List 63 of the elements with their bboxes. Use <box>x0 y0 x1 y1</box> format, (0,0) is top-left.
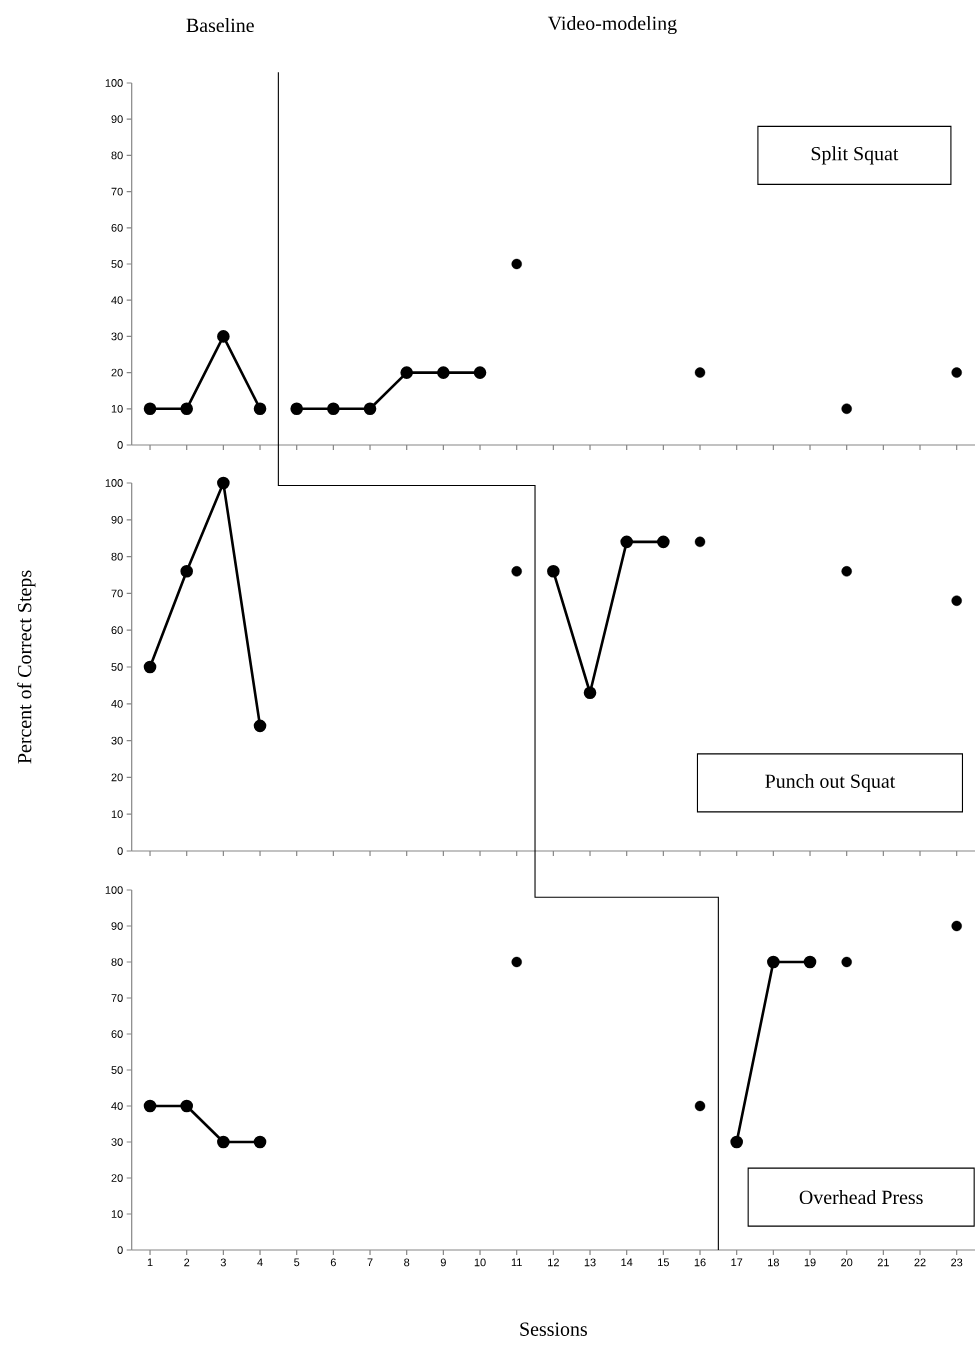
x-tick-label: 15 <box>658 1258 669 1267</box>
y-tick-label: 100 <box>105 886 123 894</box>
y-tick-label: 10 <box>111 404 123 413</box>
x-tick-label: 23 <box>951 1258 963 1267</box>
y-tick-label: 0 <box>117 1246 123 1254</box>
x-tick-label: 21 <box>877 1258 889 1267</box>
y-tick-label: 70 <box>111 187 123 196</box>
x-tick-label: 19 <box>804 1258 816 1267</box>
x-tick-label: 18 <box>768 1258 779 1267</box>
x-tick-label: 4 <box>257 1258 263 1267</box>
y-tick-label: 60 <box>111 1030 123 1038</box>
x-tick-label: 2 <box>184 1258 190 1267</box>
y-tick-label: 100 <box>105 79 123 87</box>
y-tick-label: 50 <box>111 663 123 671</box>
y-tick-label: 10 <box>111 1210 123 1218</box>
y-tick-label: 20 <box>111 368 123 377</box>
x-tick-label: 22 <box>914 1258 926 1267</box>
y-tick-label: 40 <box>111 296 123 305</box>
x-tick-label: 14 <box>621 1258 633 1267</box>
y-tick-label: 70 <box>111 589 123 598</box>
y-tick-label: 20 <box>111 1174 123 1182</box>
x-tick-label: 10 <box>474 1258 486 1267</box>
x-tick-label: 5 <box>294 1258 300 1267</box>
x-tick-label: 9 <box>440 1258 446 1267</box>
y-tick-label: 30 <box>111 736 123 745</box>
text: Baseline <box>186 18 254 33</box>
y-tick-label: 40 <box>111 699 123 708</box>
y-tick-label: 70 <box>111 994 123 1002</box>
x-axis-title: Sessions <box>520 1322 587 1336</box>
y-tick-label: 80 <box>111 552 123 561</box>
y-tick-label: 0 <box>117 441 123 449</box>
text: Split Squat <box>811 146 899 165</box>
text: Video-modeling <box>547 16 677 35</box>
y-tick-label: 80 <box>111 151 123 160</box>
x-tick-label: 20 <box>841 1258 853 1267</box>
y-tick-label: 20 <box>111 773 123 782</box>
x-tick-label: 17 <box>731 1258 743 1267</box>
y-tick-label: 80 <box>111 958 123 966</box>
text: Overhead Press <box>799 1190 923 1205</box>
x-tick-label: 12 <box>548 1258 559 1267</box>
x-tick-label: 16 <box>694 1258 706 1267</box>
y-axis-title: Percent of Correct Steps <box>17 570 36 764</box>
x-tick-label: 1 <box>147 1258 153 1267</box>
x-tick-label: 13 <box>584 1258 596 1267</box>
y-tick-label: 50 <box>111 260 123 268</box>
y-tick-label: 30 <box>111 332 123 341</box>
x-tick-label: 3 <box>220 1258 226 1267</box>
y-tick-label: 90 <box>111 515 123 524</box>
text: Punch out Squat <box>765 773 896 792</box>
x-tick-label: 7 <box>367 1258 373 1267</box>
y-tick-label: 10 <box>111 810 123 819</box>
x-tick-label: 11 <box>511 1258 522 1267</box>
y-tick-label: 50 <box>111 1066 123 1074</box>
y-tick-label: 40 <box>111 1102 123 1110</box>
y-tick-label: 60 <box>111 223 123 232</box>
x-tick-label: 6 <box>330 1258 336 1267</box>
y-tick-label: 30 <box>111 1138 123 1146</box>
y-tick-label: 90 <box>111 115 123 124</box>
y-tick-label: 0 <box>117 847 123 855</box>
x-tick-label: 8 <box>404 1258 410 1267</box>
y-tick-label: 60 <box>111 626 123 635</box>
y-tick-label: 90 <box>111 922 123 930</box>
y-tick-label: 100 <box>105 479 123 487</box>
